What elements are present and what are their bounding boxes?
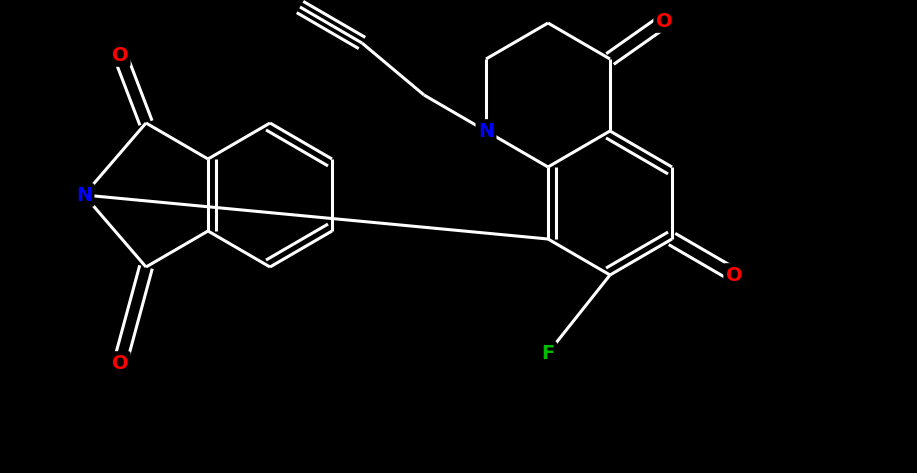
Text: O: O [112,45,128,64]
Text: F: F [541,343,555,362]
Text: N: N [478,122,494,140]
Text: O: O [725,265,743,284]
Text: O: O [656,11,672,30]
Text: O: O [112,353,128,373]
Text: N: N [76,185,92,204]
